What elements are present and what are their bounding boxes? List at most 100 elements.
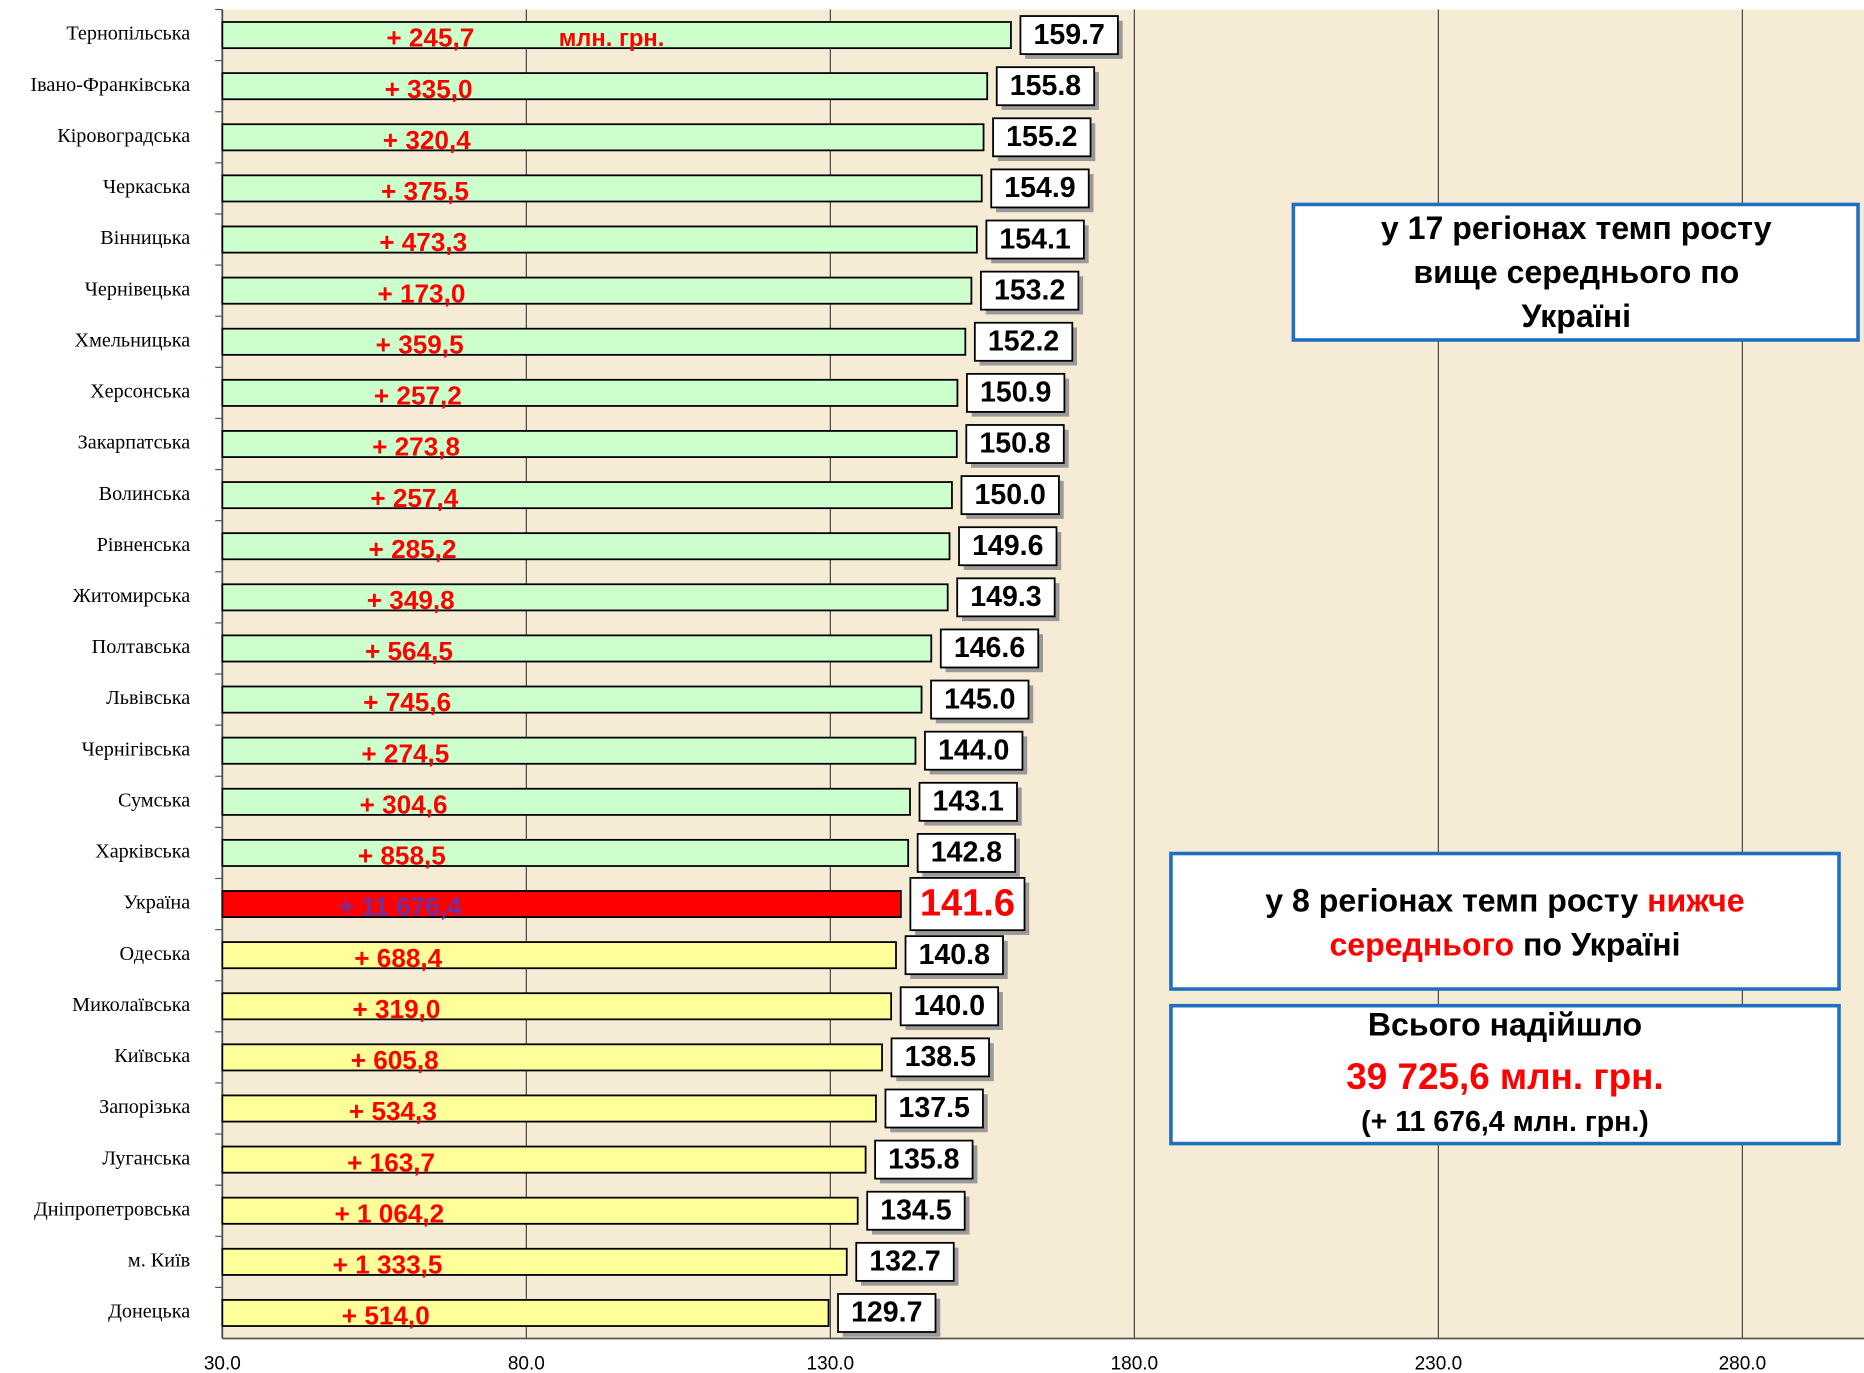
bar [221,276,973,305]
value-label: 150.8 [979,428,1050,460]
bar [221,1299,830,1327]
note-part: у 8 регіонах темп росту [1265,883,1647,919]
value-label: 149.6 [972,530,1043,562]
label-box [855,1241,955,1282]
label-box [918,781,1018,822]
y-tick-label: Полтавська [92,636,191,658]
label-box [973,321,1074,362]
value-label: 150.9 [980,377,1051,409]
increment-label: + 335,0 [385,74,473,104]
increment-label: + 319,0 [352,994,440,1024]
value-label: 129.7 [851,1297,922,1329]
note-text: Україні [1522,298,1632,334]
bar [221,327,967,356]
value-label: 143.1 [933,786,1004,818]
value-label: 141.6 [920,882,1015,924]
y-tick-label: Львівська [106,687,190,709]
note-text: у 8 регіонах темп росту нижче [1265,883,1744,919]
label-box [985,219,1085,260]
bar [221,481,953,510]
y-tick-label: Чернівецька [85,278,190,300]
y-tick-label: Волинська [99,483,191,505]
note-part: нижче [1647,883,1745,919]
value-label: 134.5 [880,1194,951,1226]
increment-label: + 245,7 [386,23,474,53]
note-part: по Україні [1514,927,1680,963]
increment-label: + 285,2 [369,534,457,564]
increment-label: + 745,6 [363,687,451,717]
value-label: 145.0 [944,683,1015,715]
y-tick-label: Луганська [102,1147,190,1169]
note-text: вище середнього по [1413,254,1739,290]
y-tick-label: Черкаська [103,176,190,198]
increment-label: + 163,7 [347,1147,435,1177]
increment-label: + 514,0 [342,1301,430,1331]
bar [221,736,917,765]
note-text: (+ 11 676,4 млн. грн.) [1361,1106,1649,1138]
value-label: 140.8 [919,939,990,971]
increment-label: + 273,8 [372,432,460,462]
value-label: 159.7 [1033,19,1104,51]
y-tick-label: Херсонська [90,381,190,403]
note-text: Всього надійшло [1368,1007,1642,1043]
label-box [837,1293,937,1333]
value-label: 154.9 [1004,172,1075,204]
value-label: 152.2 [988,325,1059,357]
bar [221,378,959,407]
bar [221,174,983,203]
label-box [956,577,1056,618]
note-part: середнього [1329,927,1514,963]
value-label: 155.8 [1010,70,1081,102]
y-tick-label: Кіровоградська [57,125,190,147]
bar [221,992,893,1021]
x-tick-label: 230.0 [1415,1354,1463,1373]
increment-label: + 1 064,2 [334,1198,444,1228]
label-box [930,679,1030,720]
bar [221,1247,848,1276]
label-box [866,1190,966,1231]
y-tick-label: Харківська [95,841,190,863]
y-tick-label: Сумська [118,789,190,811]
y-tick-label: Дніпропетровська [34,1198,190,1220]
label-box [960,475,1060,516]
note-box [1169,1003,1841,1146]
y-tick-label: Чернігівська [82,738,191,760]
value-label: 135.8 [888,1143,959,1175]
label-box [965,424,1065,464]
increment-label: + 688,4 [354,943,442,973]
increment-label: + 274,5 [361,738,449,768]
y-tick-label: Рівненська [97,534,191,556]
y-tick-label: Житомирська [73,585,190,607]
value-label: 132.7 [869,1246,940,1278]
note-text: 39 725,6 млн. грн. [1346,1056,1663,1097]
note-text: у 17 регіонах темп росту [1381,210,1772,246]
note-box [1291,202,1860,342]
bar [221,685,923,714]
increment-label: + 304,6 [360,789,448,819]
value-label: 153.2 [994,274,1065,306]
bar [221,1145,867,1174]
x-tick-label: 80.0 [508,1354,545,1373]
bar [221,890,902,919]
y-tick-label: Миколаївська [72,994,190,1016]
value-label: 144.0 [938,734,1009,766]
value-label: 150.0 [975,479,1046,511]
bar [221,583,949,612]
label-box [958,526,1058,567]
x-tick-label: 180.0 [1111,1354,1159,1373]
label-box [916,833,1017,873]
label-box [1019,15,1119,55]
y-tick-label: Вінницька [100,227,190,249]
label-box [904,935,1004,976]
label-box [874,1139,974,1180]
label-box [980,270,1080,311]
increment-label: + 320,4 [383,125,471,155]
unit-note: млн. грн. [559,25,665,52]
y-tick-label: м. Київ [128,1249,190,1271]
increment-label: + 257,4 [370,483,458,513]
bar [221,838,910,867]
label-box [992,117,1092,158]
increment-label: + 564,5 [365,636,453,666]
increment-label: + 1 333,5 [333,1250,443,1280]
increment-label: + 858,5 [358,841,446,871]
